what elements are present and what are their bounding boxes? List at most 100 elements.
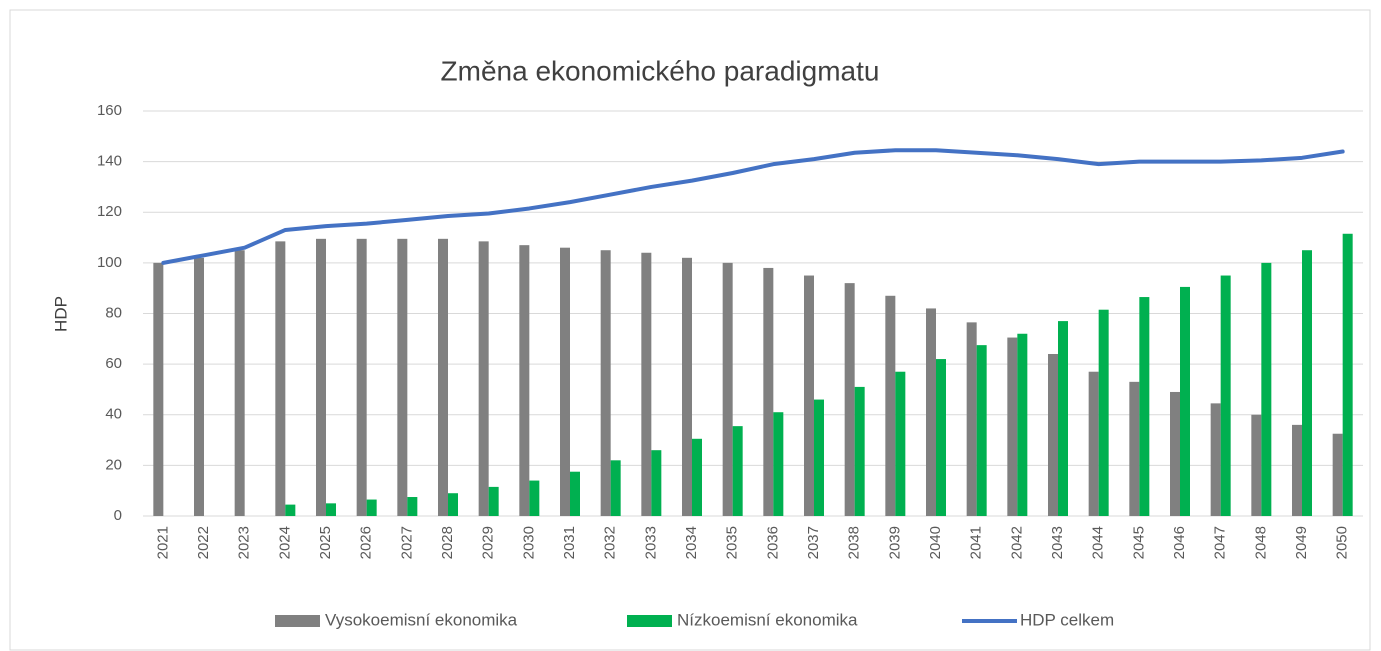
bar: [356, 238, 367, 516]
bar: [976, 345, 987, 516]
bar: [275, 241, 286, 516]
x-tick-label: 2043: [1049, 526, 1066, 559]
bar: [1292, 424, 1302, 516]
bar: [1007, 337, 1018, 516]
bar: [1332, 433, 1343, 516]
bar: [600, 250, 611, 516]
bar: [651, 450, 662, 516]
y-tick-label: 140: [97, 153, 122, 170]
x-tick-label: 2030: [520, 526, 537, 559]
y-tick-label: 120: [97, 203, 122, 220]
x-tick-label: 2023: [236, 526, 253, 559]
bar: [885, 295, 896, 516]
x-tick-label: 2031: [561, 526, 578, 559]
bar: [1098, 309, 1109, 516]
x-tick-label: 2034: [683, 526, 700, 559]
x-tick-label: 2045: [1130, 526, 1147, 559]
bar: [488, 486, 499, 516]
y-tick-label: 40: [105, 406, 122, 423]
bar: [1261, 262, 1272, 516]
legend-label: Vysokoemisní ekonomika: [325, 610, 518, 629]
bar: [326, 503, 336, 516]
bar: [722, 262, 733, 516]
bar: [438, 238, 448, 516]
bar: [285, 504, 296, 516]
x-tick-label: 2028: [439, 526, 456, 559]
x-tick-label: 2039: [886, 526, 903, 559]
y-tick-label: 20: [105, 456, 122, 473]
bar: [966, 322, 977, 516]
bar: [610, 460, 621, 516]
bar: [1220, 275, 1231, 516]
legend-swatch: [275, 615, 320, 627]
bar: [316, 238, 326, 516]
bar: [682, 257, 692, 516]
bar: [936, 359, 946, 516]
bar: [692, 438, 702, 516]
y-tick-label: 100: [97, 254, 122, 271]
y-tick-label: 0: [114, 507, 122, 524]
legend-label: HDP celkem: [1020, 610, 1114, 629]
bar: [519, 245, 530, 516]
bar: [804, 275, 814, 516]
x-tick-label: 2022: [195, 526, 212, 559]
x-tick-label: 2024: [276, 526, 293, 559]
x-tick-label: 2036: [764, 526, 781, 559]
bar: [1139, 297, 1150, 516]
bar: [1088, 371, 1099, 516]
bar: [366, 499, 377, 516]
legend-label: Nízkoemisní ekonomika: [677, 610, 858, 629]
bar: [234, 250, 245, 516]
bar: [1129, 381, 1140, 516]
x-tick-label: 2027: [398, 526, 415, 559]
bar: [1210, 403, 1221, 516]
legend-swatch: [627, 615, 672, 627]
bar: [926, 308, 936, 516]
x-tick-label: 2025: [317, 526, 334, 559]
bar: [448, 493, 458, 516]
bar: [1058, 321, 1068, 516]
x-tick-label: 2033: [642, 526, 659, 559]
bar: [1170, 391, 1180, 516]
bar: [570, 471, 580, 516]
x-tick-label: 2047: [1212, 526, 1229, 559]
bar: [194, 257, 204, 516]
bar: [397, 238, 408, 516]
bar: [478, 241, 489, 516]
x-tick-label: 2049: [1293, 526, 1310, 559]
x-tick-label: 2032: [602, 526, 619, 559]
bar: [1251, 414, 1262, 516]
bar: [814, 399, 824, 516]
bar: [895, 371, 906, 516]
bar: [1017, 333, 1028, 516]
bar: [641, 252, 652, 516]
x-tick-label: 2044: [1090, 526, 1107, 559]
x-tick-label: 2050: [1334, 526, 1351, 559]
bar: [1048, 354, 1058, 516]
bar: [1180, 286, 1190, 516]
x-tick-label: 2041: [968, 526, 985, 559]
x-tick-label: 2021: [154, 526, 171, 559]
bar: [732, 426, 743, 516]
x-tick-label: 2035: [724, 526, 741, 559]
x-tick-label: 2042: [1008, 526, 1025, 559]
bar: [153, 262, 164, 516]
bar: [854, 386, 865, 516]
bar: [844, 283, 855, 516]
x-tick-label: 2037: [805, 526, 822, 559]
y-tick-label: 80: [105, 304, 122, 321]
bar: [1302, 250, 1312, 516]
y-tick-label: 160: [97, 102, 122, 119]
x-tick-label: 2038: [846, 526, 863, 559]
bar: [1342, 233, 1353, 516]
x-tick-label: 2029: [480, 526, 497, 559]
x-tick-label: 2040: [927, 526, 944, 559]
x-tick-label: 2046: [1171, 526, 1188, 559]
bar: [560, 247, 570, 516]
y-tick-label: 60: [105, 355, 122, 372]
bar: [407, 497, 418, 516]
bar: [529, 480, 540, 516]
bar: [773, 412, 784, 516]
x-tick-label: 2048: [1252, 526, 1269, 559]
